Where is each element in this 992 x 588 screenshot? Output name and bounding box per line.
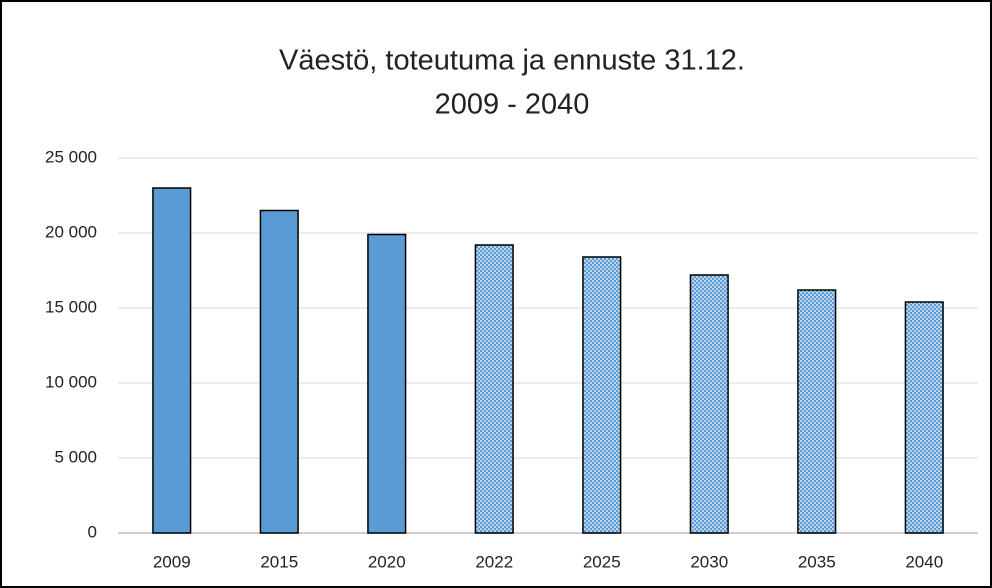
chart-subtitle: 2009 - 2040 [435, 89, 590, 121]
x-tick-label: 2020 [368, 552, 406, 571]
x-tick-label: 2015 [260, 552, 298, 571]
y-tick-label: 5 000 [54, 447, 97, 466]
bar [689, 274, 729, 534]
y-tick-label: 25 000 [45, 147, 97, 166]
bar [152, 187, 192, 534]
bar [474, 244, 514, 534]
bar [904, 301, 944, 534]
y-tick-label: 0 [88, 522, 97, 541]
y-tick-label: 10 000 [45, 372, 97, 391]
x-tick-label: 2035 [798, 552, 836, 571]
bar [797, 289, 837, 534]
x-tick-label: 2022 [475, 552, 513, 571]
chart-title: Väestö, toteutuma ja ennuste 31.12. [279, 45, 745, 77]
x-tick-label: 2025 [583, 552, 621, 571]
y-tick-label: 20 000 [45, 222, 97, 241]
bar [259, 209, 299, 534]
bar [582, 256, 622, 534]
bar [367, 233, 407, 534]
x-tick-label: 2030 [690, 552, 728, 571]
x-tick-label: 2040 [905, 552, 943, 571]
y-tick-label: 15 000 [45, 297, 97, 316]
x-tick-label: 2009 [153, 552, 191, 571]
